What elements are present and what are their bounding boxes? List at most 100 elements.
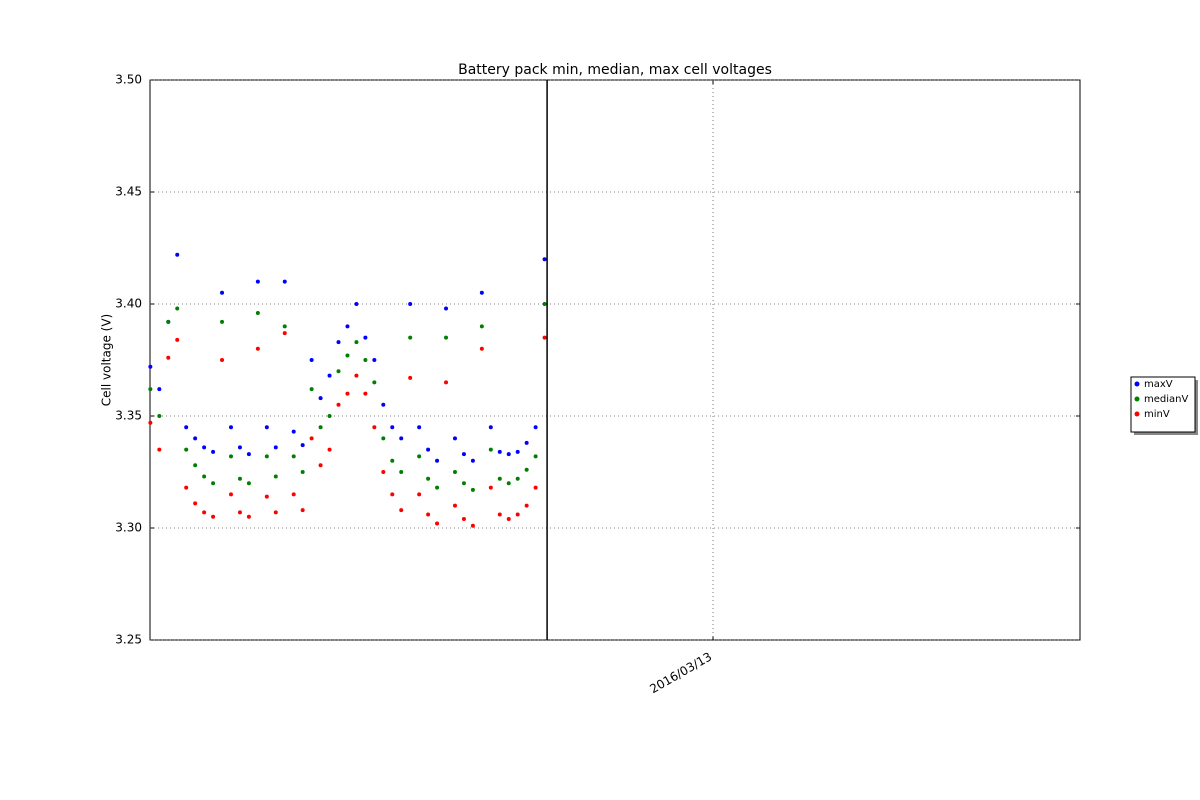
point — [157, 414, 162, 418]
point — [542, 335, 547, 340]
point — [327, 414, 332, 418]
point — [524, 440, 529, 445]
point — [211, 481, 216, 486]
point — [435, 458, 440, 463]
point — [444, 306, 449, 311]
point — [193, 501, 198, 506]
point — [444, 335, 449, 340]
point — [479, 324, 484, 329]
point — [470, 458, 475, 463]
series — [148, 302, 547, 492]
point — [381, 436, 386, 441]
point — [211, 514, 216, 519]
point — [399, 508, 404, 513]
point — [488, 485, 493, 490]
point — [408, 335, 413, 340]
point — [300, 470, 305, 474]
point — [184, 425, 189, 430]
point — [273, 445, 278, 450]
legend-marker — [1134, 396, 1140, 402]
point — [452, 436, 457, 441]
point — [542, 302, 547, 306]
point — [479, 290, 484, 295]
x-tick-label: 2016/03/13 — [647, 650, 714, 697]
point — [255, 346, 260, 351]
y-tick-label: 3.30 — [115, 521, 142, 535]
point — [228, 492, 233, 497]
point — [488, 447, 493, 452]
point — [309, 436, 314, 441]
point — [426, 512, 431, 517]
point — [470, 487, 475, 492]
point — [282, 331, 287, 336]
point — [345, 353, 350, 358]
point — [345, 324, 350, 329]
y-tick-label: 3.25 — [115, 633, 142, 647]
point — [417, 454, 422, 459]
point — [506, 517, 511, 522]
point — [461, 452, 466, 457]
y-tick-label: 3.50 — [115, 73, 142, 87]
series — [148, 252, 547, 463]
point — [264, 494, 269, 499]
point — [237, 445, 242, 450]
point — [452, 503, 457, 508]
point — [479, 346, 484, 351]
point — [354, 373, 359, 378]
point — [193, 463, 198, 468]
point — [363, 358, 368, 362]
point — [291, 492, 296, 497]
point — [184, 447, 189, 452]
point — [273, 510, 278, 515]
point — [255, 310, 260, 315]
point — [309, 358, 314, 362]
point — [291, 454, 296, 459]
point — [175, 306, 180, 311]
point — [435, 521, 440, 526]
point — [417, 492, 422, 497]
point — [461, 517, 466, 522]
point — [515, 512, 520, 517]
point — [381, 470, 386, 474]
point — [336, 340, 341, 345]
point — [524, 503, 529, 508]
point — [390, 492, 395, 497]
point — [237, 510, 242, 515]
point — [273, 474, 278, 479]
point — [237, 476, 242, 481]
point — [345, 391, 350, 396]
point — [461, 481, 466, 486]
point — [148, 420, 153, 425]
point — [318, 425, 323, 430]
point — [228, 425, 233, 430]
point — [211, 449, 216, 454]
point — [175, 252, 180, 257]
point — [390, 458, 395, 463]
legend-box — [1130, 376, 1196, 433]
point — [488, 425, 493, 430]
legend-label: minV — [1144, 409, 1170, 420]
point — [148, 387, 153, 392]
point — [381, 402, 386, 407]
chart-title: Battery pack min, median, max cell volta… — [458, 62, 772, 78]
point — [336, 369, 341, 374]
y-tick-label: 3.45 — [115, 185, 142, 199]
point — [327, 373, 332, 378]
y-tick-label: 3.35 — [115, 409, 142, 423]
point — [354, 302, 359, 306]
point — [426, 447, 431, 452]
point — [363, 391, 368, 396]
point — [318, 396, 323, 401]
plot-frame — [149, 79, 1081, 641]
point — [175, 337, 180, 342]
point — [452, 470, 457, 474]
point — [255, 279, 260, 284]
point — [497, 512, 502, 517]
point — [202, 510, 207, 515]
point — [300, 508, 305, 513]
point — [470, 523, 475, 528]
point — [291, 429, 296, 434]
point — [506, 452, 511, 457]
